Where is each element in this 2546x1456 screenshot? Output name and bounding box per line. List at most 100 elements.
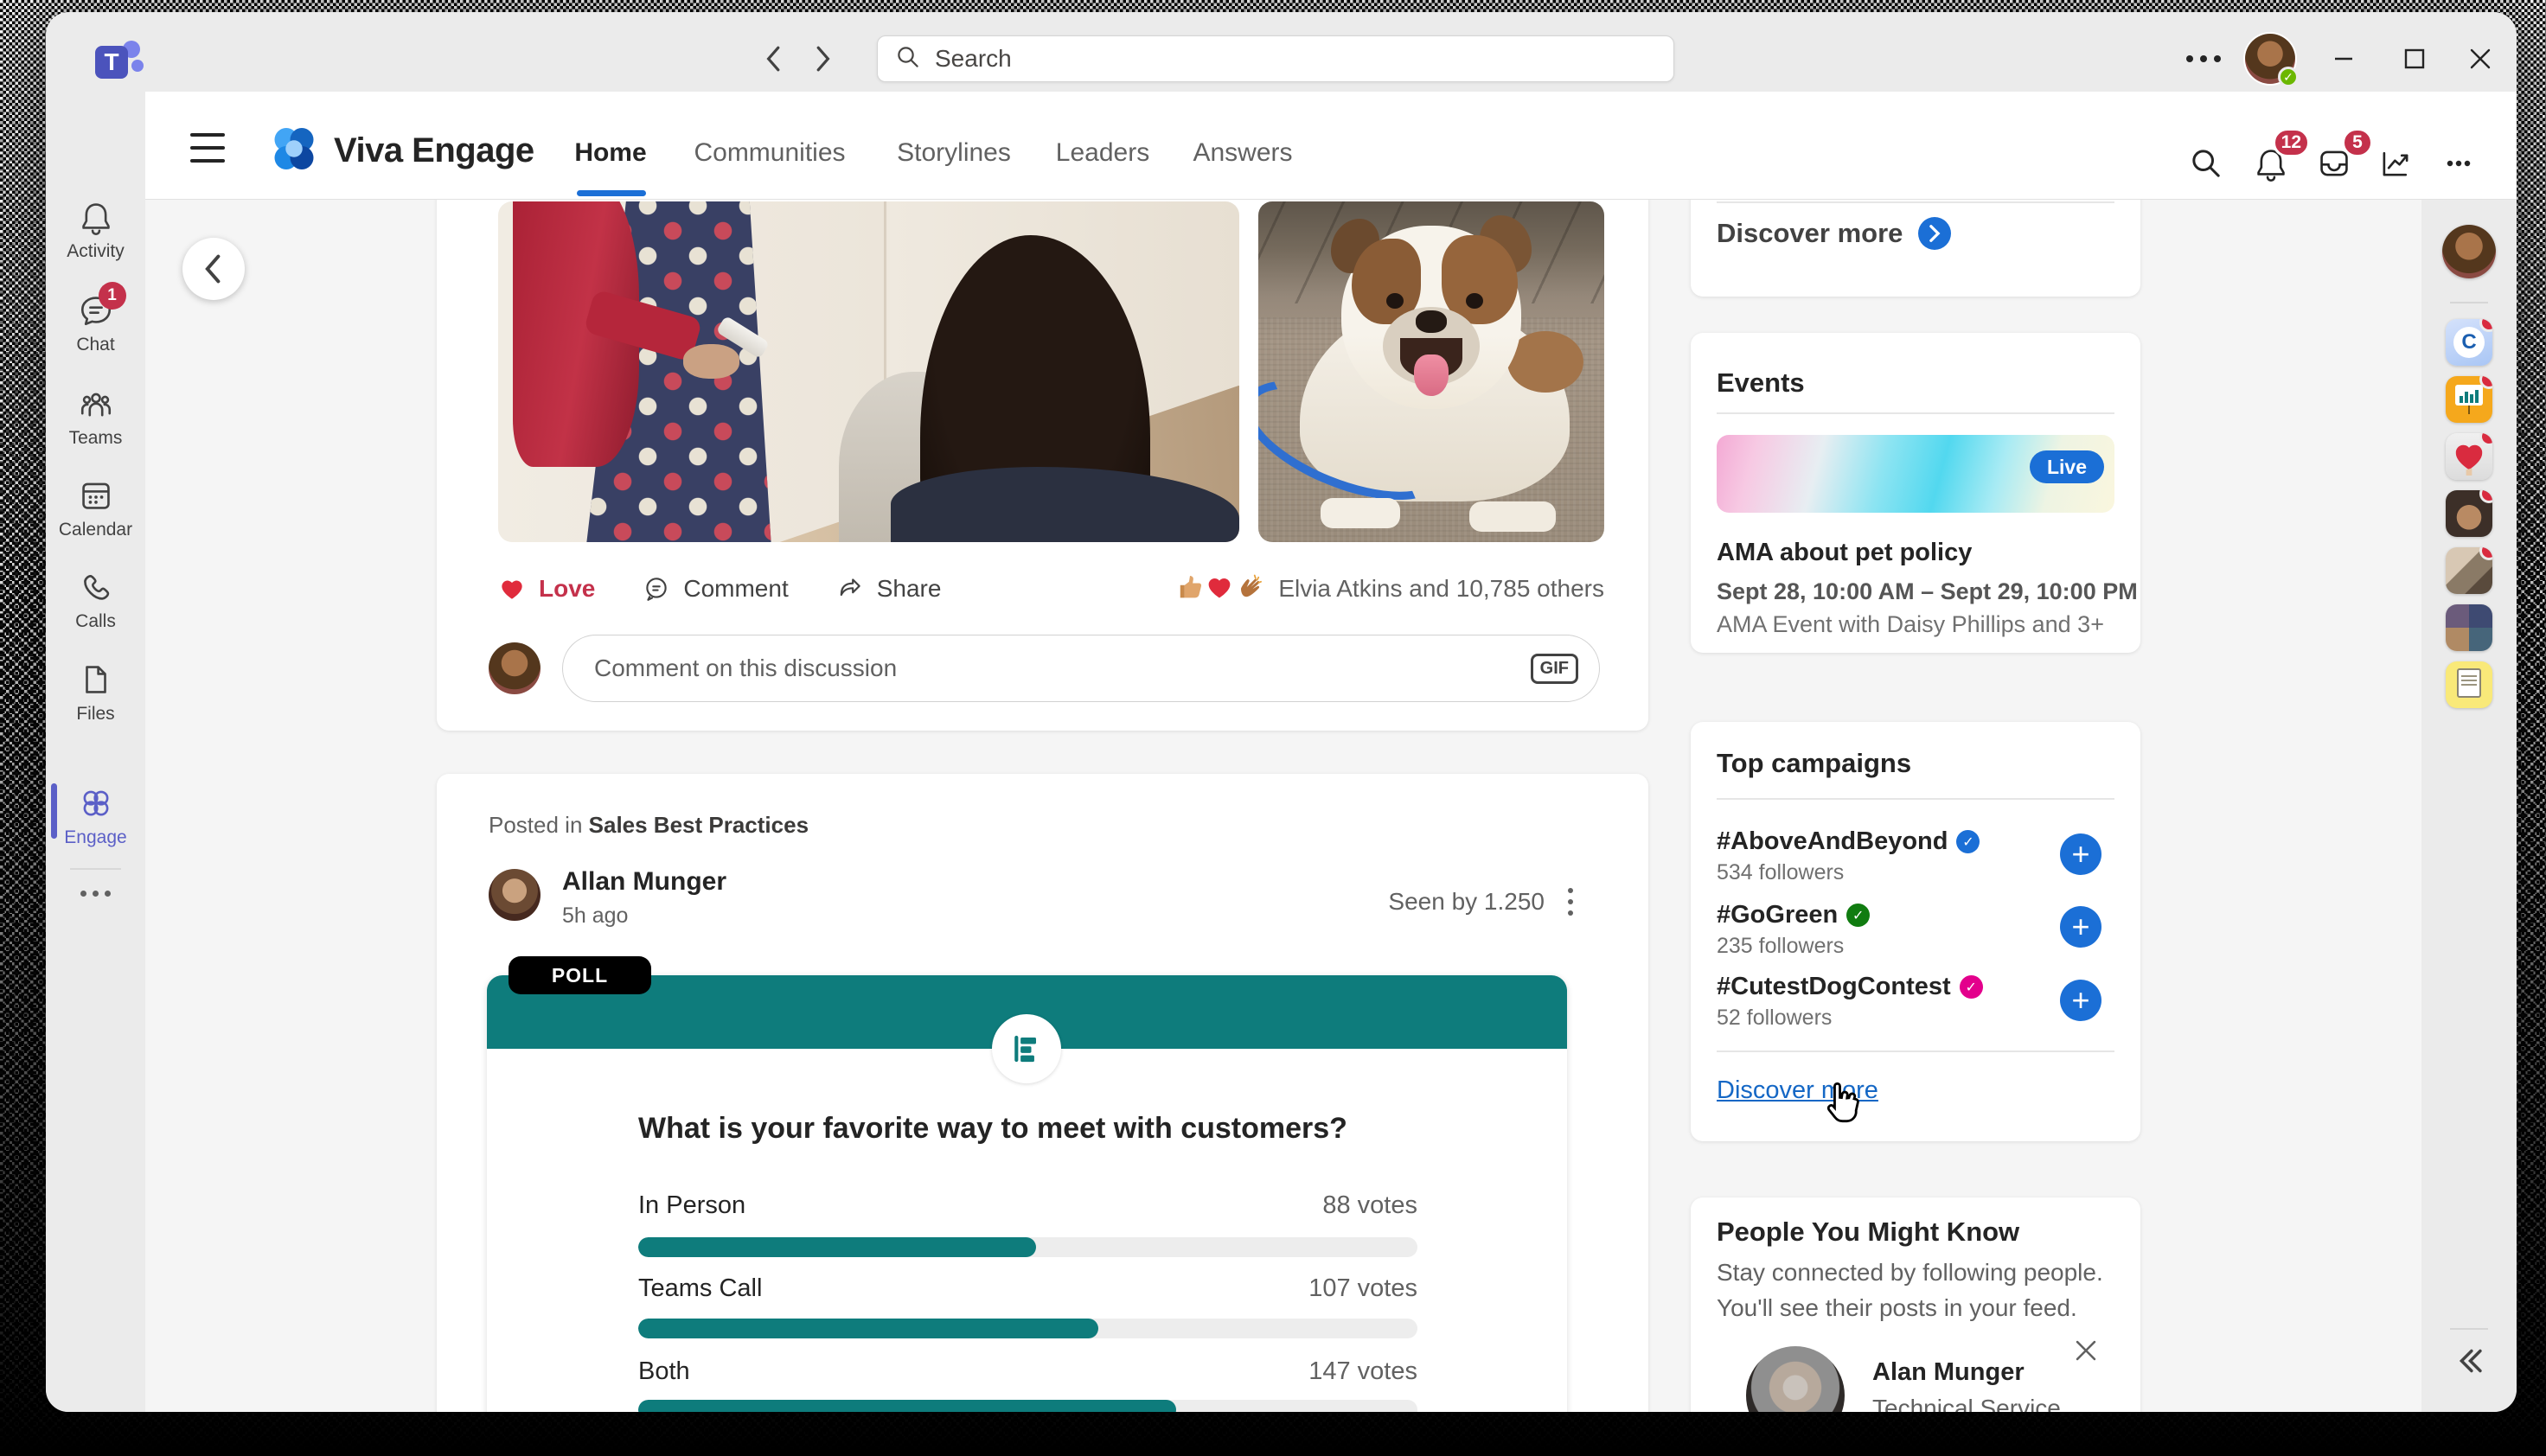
share-button[interactable]: Share: [876, 575, 942, 602]
sidebar-item-label: Engage: [64, 827, 127, 847]
seen-by-count: Seen by 1.250: [1388, 888, 1545, 915]
tab-home[interactable]: Home: [574, 138, 647, 167]
tab-leaders[interactable]: Leaders: [1055, 138, 1150, 167]
post-more-options-icon[interactable]: [1553, 883, 1588, 921]
notification-dot: [2479, 433, 2492, 446]
poll-option-bar[interactable]: [638, 1237, 1417, 1257]
teams-window: T ✓ Activity 1 Chat: [46, 12, 2517, 1412]
tab-communities[interactable]: Communities: [694, 138, 846, 167]
gif-button[interactable]: GIF: [1530, 653, 1578, 684]
love-button[interactable]: Love: [539, 575, 596, 602]
tab-answers[interactable]: Answers: [1193, 138, 1293, 167]
rail-user-avatar[interactable]: [2442, 225, 2496, 278]
suggested-person-name[interactable]: Alan Munger: [1872, 1358, 2025, 1386]
discover-more-row[interactable]: Discover more: [1717, 217, 1952, 250]
suggested-person-role: Technical Service Speci...: [1872, 1395, 2061, 1412]
campaign-tag[interactable]: #GoGreen: [1717, 901, 1839, 929]
people-card-title: People You Might Know: [1717, 1217, 2020, 1247]
campaign-item[interactable]: #CutestDogContest ✓: [1717, 973, 1983, 1001]
poll-post-card: Posted in Sales Best Practices Allan Mun…: [437, 774, 1648, 1412]
person-photo-icon[interactable]: [2446, 490, 2492, 537]
campaign-tag[interactable]: #CutestDogContest: [1717, 973, 1951, 1000]
sidebar-item-teams[interactable]: Teams: [46, 386, 145, 449]
follow-campaign-button[interactable]: +: [2060, 833, 2101, 875]
chat-icon: 1: [78, 282, 126, 329]
expand-rail-chevron-icon[interactable]: [2449, 1341, 2489, 1385]
hamburger-menu-icon[interactable]: [190, 133, 225, 163]
comment-input-container[interactable]: GIF: [562, 635, 1600, 702]
discover-more-label[interactable]: Discover more: [1717, 218, 1903, 248]
file-icon: [78, 661, 114, 698]
maximize-button[interactable]: [2396, 40, 2434, 78]
comment-icon[interactable]: [642, 574, 671, 603]
person-laptop-photo-icon[interactable]: [2446, 547, 2492, 594]
mouse-cursor-icon: [1820, 1080, 1865, 1125]
post-timestamp: 5h ago: [562, 904, 629, 928]
campaign-tag[interactable]: #AboveAndBeyond: [1717, 827, 1948, 855]
user-avatar[interactable]: ✓: [2245, 34, 2299, 87]
follow-campaign-button[interactable]: +: [2060, 980, 2101, 1021]
notifications-bell-icon[interactable]: 12: [2249, 128, 2310, 185]
header-more-icon[interactable]: [2437, 142, 2480, 185]
minimize-button[interactable]: [2325, 40, 2363, 78]
poll-type-badge: POLL: [509, 956, 651, 994]
tab-storylines[interactable]: Storylines: [897, 138, 1011, 167]
event-title[interactable]: AMA about pet policy: [1717, 539, 1973, 566]
love-reaction-icon[interactable]: [497, 574, 527, 603]
meeting-grid-icon[interactable]: [2446, 604, 2492, 651]
close-button[interactable]: [2461, 40, 2499, 78]
poll-option-label: Teams Call: [638, 1274, 763, 1302]
campaign-item[interactable]: #AboveAndBeyond ✓: [1717, 827, 1980, 856]
app-title: Viva Engage: [334, 131, 534, 169]
event-datetime: Sept 28, 10:00 AM – Sept 29, 10:00 PM: [1717, 578, 2138, 604]
events-card-title: Events: [1717, 367, 1805, 398]
search-icon: [895, 44, 921, 74]
history-back-button[interactable]: [758, 43, 790, 74]
sidebar-item-files[interactable]: Files: [46, 661, 145, 725]
search-bar[interactable]: [877, 35, 1674, 82]
sidebar-item-activity[interactable]: Activity: [46, 199, 145, 262]
header-search-icon[interactable]: [2185, 142, 2228, 185]
inbox-icon[interactable]: 5: [2313, 128, 2373, 185]
comment-input[interactable]: [592, 654, 1531, 683]
heart-app-icon[interactable]: [2446, 433, 2492, 480]
share-icon[interactable]: [835, 574, 865, 603]
sidebar-item-engage[interactable]: Engage: [46, 785, 145, 848]
author-name[interactable]: Allan Munger: [562, 867, 727, 896]
newsletter-app-icon[interactable]: [2446, 661, 2492, 708]
campaigns-card-title: Top campaigns: [1717, 748, 1912, 778]
suggested-communities-card: Discover more: [1691, 200, 2140, 297]
analytics-trending-icon[interactable]: [2374, 142, 2417, 185]
activity-bell-icon: [78, 199, 114, 235]
presence-available-icon: ✓: [2278, 67, 2299, 87]
comment-button[interactable]: Comment: [683, 575, 789, 602]
community-link[interactable]: Sales Best Practices: [588, 812, 809, 838]
collapse-feed-button[interactable]: [182, 238, 245, 300]
poll-option-bar[interactable]: [638, 1400, 1417, 1412]
reactions-summary[interactable]: Elvia Atkins and 10,785 others: [1174, 566, 1604, 611]
sidebar-item-store[interactable]: Store: [46, 1409, 145, 1412]
author-avatar[interactable]: [489, 869, 541, 921]
titlebar-more-icon[interactable]: [2173, 43, 2234, 74]
suggested-person-avatar[interactable]: [1746, 1346, 1845, 1412]
follow-campaign-button[interactable]: +: [2060, 906, 2101, 948]
sidebar-item-calendar[interactable]: Calendar: [46, 477, 145, 540]
search-input[interactable]: [933, 44, 1656, 73]
rail-divider: [2450, 302, 2488, 303]
sidebar-item-chat[interactable]: 1 Chat: [46, 282, 145, 355]
contoso-app-icon[interactable]: C: [2446, 319, 2492, 366]
discover-more-chevron-icon[interactable]: [1918, 217, 1952, 250]
post-photo-people[interactable]: [498, 201, 1239, 542]
history-forward-button[interactable]: [807, 43, 838, 74]
campaign-item[interactable]: #GoGreen ✓: [1717, 901, 1871, 929]
rail-more-apps-icon[interactable]: [46, 891, 145, 897]
chat-badge: 1: [98, 282, 126, 310]
post-photo-bulldog[interactable]: [1258, 201, 1604, 542]
people-apps-rail: C: [2421, 200, 2517, 1412]
poll-option-bar[interactable]: [638, 1319, 1417, 1338]
event-thumbnail[interactable]: Live: [1717, 435, 2114, 513]
dismiss-suggestion-icon[interactable]: [2071, 1336, 2101, 1365]
sidebar-item-calls[interactable]: Calls: [46, 569, 145, 632]
poll-option-label: In Person: [638, 1191, 746, 1219]
presentation-app-icon[interactable]: [2446, 376, 2492, 423]
